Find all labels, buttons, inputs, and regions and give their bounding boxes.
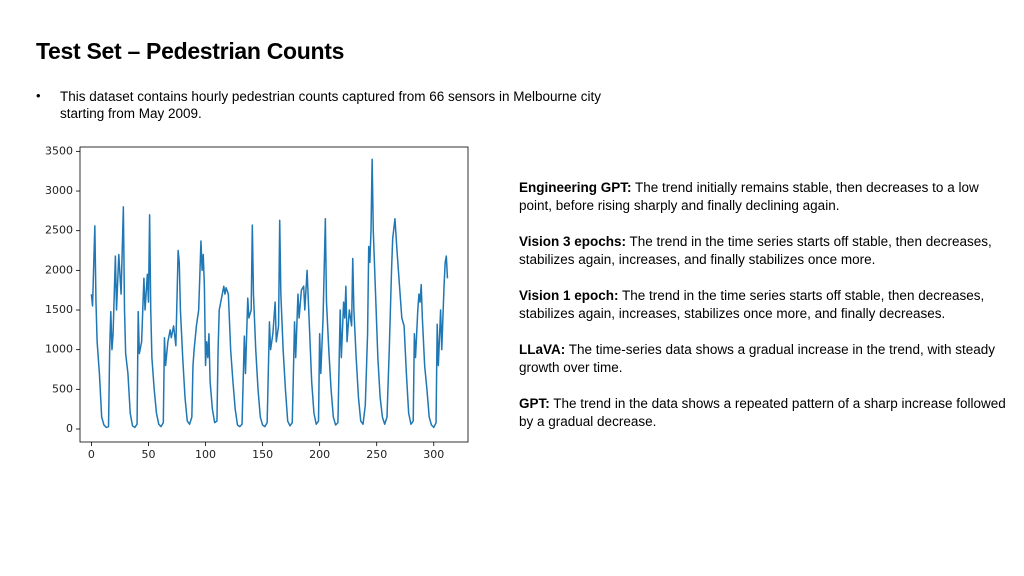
- plot-frame: [79, 146, 469, 443]
- x-tick-label: 50: [141, 448, 155, 461]
- description-label: LLaVA:: [519, 342, 566, 357]
- y-tick-label: 500: [52, 382, 73, 395]
- x-tick-label: 250: [366, 448, 387, 461]
- bullet-text: This dataset contains hourly pedestrian …: [60, 89, 602, 121]
- descriptions: Engineering GPT: The trend initially rem…: [519, 179, 1009, 449]
- description-text: The trend in the time series starts off …: [519, 288, 985, 321]
- x-tick-label: 200: [309, 448, 330, 461]
- y-tick-label: 1000: [45, 343, 73, 356]
- description: Vision 1 epoch: The trend in the time se…: [519, 287, 1009, 323]
- x-tick-label: 0: [88, 448, 95, 461]
- y-tick-label: 2000: [45, 263, 73, 276]
- description-label: GPT:: [519, 396, 550, 411]
- description-label: Vision 3 epochs:: [519, 234, 627, 249]
- x-tick-label: 300: [423, 448, 444, 461]
- description-text: The trend initially remains stable, then…: [519, 180, 979, 213]
- description: Vision 3 epochs: The trend in the time s…: [519, 233, 1009, 269]
- description-label: Vision 1 epoch:: [519, 288, 619, 303]
- description-text: The time-series data shows a gradual inc…: [519, 342, 995, 375]
- description-text: The trend in the data shows a repeated p…: [519, 396, 1006, 429]
- y-tick-label: 3000: [45, 184, 73, 197]
- description-text: The trend in the time series starts off …: [519, 234, 992, 267]
- y-tick-label: 2500: [45, 224, 73, 237]
- description: LLaVA: The time-series data shows a grad…: [519, 341, 1009, 377]
- y-tick-label: 3500: [45, 144, 73, 157]
- chart: 0 500 1000 1500 2000 2500 3000 3500 0 50 100 150 200…: [45, 144, 469, 461]
- description: GPT: The trend in the data shows a repea…: [519, 395, 1009, 431]
- x-tick-label: 150: [252, 448, 273, 461]
- description: Engineering GPT: The trend initially rem…: [519, 179, 1009, 215]
- data-line: [90, 158, 449, 429]
- bullet-marker: •: [36, 88, 41, 103]
- y-tick-label: 0: [66, 422, 73, 435]
- description-label: Engineering GPT:: [519, 180, 632, 195]
- x-tick-label: 100: [195, 448, 216, 461]
- slide-title: Test Set – Pedestrian Counts: [36, 38, 345, 64]
- y-tick-label: 1500: [45, 303, 73, 316]
